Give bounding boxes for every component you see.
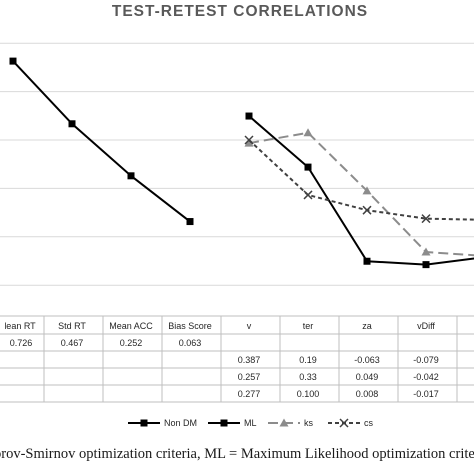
table-header-0: lean RT: [4, 321, 36, 331]
data-point: [421, 214, 431, 224]
table-header-2: Mean ACC: [109, 321, 153, 331]
table-cell: -0.017: [413, 389, 439, 399]
chart-title: TEST-RETEST CORRELATIONS: [112, 3, 368, 20]
table-cell: 0.726: [10, 338, 33, 348]
table-cell: 0.008: [356, 389, 379, 399]
table-header-1: Std RT: [58, 321, 86, 331]
legend-item-ks: ks: [268, 418, 314, 428]
data-point: [244, 138, 254, 147]
table-header-4: v: [247, 321, 252, 331]
data-point: [303, 128, 313, 137]
data-point: [303, 190, 313, 200]
plot-area: [9, 57, 474, 269]
data-point: [68, 120, 76, 128]
legend-label: Non DM: [164, 418, 197, 428]
legend-label: ML: [244, 418, 257, 428]
table-cell: 0.049: [356, 372, 379, 382]
table-cell: 0.387: [238, 355, 261, 365]
table-cell: -0.042: [413, 372, 439, 382]
table-cell: -0.063: [354, 355, 380, 365]
data-point: [127, 172, 135, 180]
legend-label: cs: [364, 418, 374, 428]
table-cell: 0.100: [297, 389, 320, 399]
legend: Non DM ML ks cs: [128, 418, 374, 428]
data-point: [362, 186, 372, 195]
data-point: [186, 218, 194, 226]
data-point: [422, 261, 430, 269]
series-line-cs: [248, 139, 474, 221]
table-cell: 0.277: [238, 389, 261, 399]
figure-caption: orov-Smirnov optimization criteria, ML =…: [0, 446, 474, 462]
table-cell: 0.467: [61, 338, 84, 348]
table-header-5: ter: [303, 321, 314, 331]
table-cell: 0.33: [299, 372, 317, 382]
series-line-non-dm: [12, 60, 191, 223]
table-cell: -0.079: [413, 355, 439, 365]
legend-label: ks: [304, 418, 314, 428]
table-header-6: za: [362, 321, 372, 331]
table-header-3: Bias Score: [168, 321, 212, 331]
data-point: [9, 57, 17, 65]
data-point: [304, 163, 312, 171]
data-table: lean RT Std RT Mean ACC Bias Score v ter za vDi…: [0, 315, 474, 403]
table-cell: 0.19: [299, 355, 317, 365]
table-cell: 0.063: [179, 338, 202, 348]
legend-item-ml: ML: [208, 418, 257, 428]
gridlines: [0, 42, 474, 286]
table-header-7: vDiff: [417, 321, 435, 331]
data-point: [363, 257, 371, 265]
series-line-ks: [248, 131, 474, 257]
series-line-non-dm: [248, 115, 474, 266]
table-cell: 0.257: [238, 372, 261, 382]
table-cell: 0.252: [120, 338, 143, 348]
data-point: [421, 247, 431, 256]
data-point: [362, 205, 372, 215]
legend-item-non-dm: Non DM: [128, 418, 197, 428]
legend-item-cs: cs: [328, 418, 374, 428]
data-point: [244, 135, 254, 145]
data-point: [245, 112, 253, 120]
